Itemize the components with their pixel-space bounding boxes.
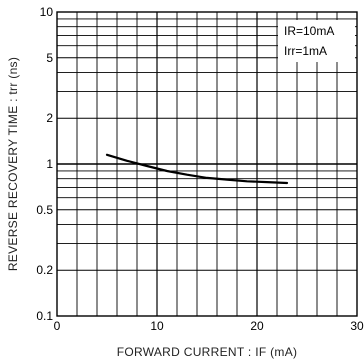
x-tick-label: 0 bbox=[54, 319, 61, 333]
legend: IR=10mA Irr=1mA bbox=[278, 20, 355, 62]
y-tick-label: 0.5 bbox=[36, 203, 53, 217]
y-tick-label: 1 bbox=[46, 157, 53, 171]
x-tick-label: 10 bbox=[150, 319, 164, 333]
x-tick-label: 30 bbox=[350, 319, 364, 333]
y-tick-label: 10 bbox=[40, 5, 54, 19]
y-tick-label: 2 bbox=[46, 111, 53, 125]
series-curve bbox=[105, 153, 289, 185]
y-axis-title: REVERSE RECOVERY TIME : trr (ns) bbox=[6, 57, 20, 271]
y-tick-labels: 0.1 0.2 0.5 1 2 5 10 bbox=[36, 5, 53, 323]
y-tick-label: 5 bbox=[46, 51, 53, 65]
legend-irr: Irr=1mA bbox=[284, 44, 327, 58]
x-axis-title: FORWARD CURRENT : IF (mA) bbox=[117, 345, 298, 359]
legend-background bbox=[278, 20, 355, 62]
plot-frame bbox=[56, 11, 358, 317]
y-tick-label: 0.1 bbox=[36, 309, 53, 323]
curve-layer bbox=[105, 153, 289, 185]
legend-ir: IR=10mA bbox=[284, 24, 334, 38]
x-tick-labels: 0 10 20 30 bbox=[54, 319, 364, 333]
y-tick-label: 0.2 bbox=[36, 263, 53, 277]
x-tick-label: 20 bbox=[250, 319, 264, 333]
